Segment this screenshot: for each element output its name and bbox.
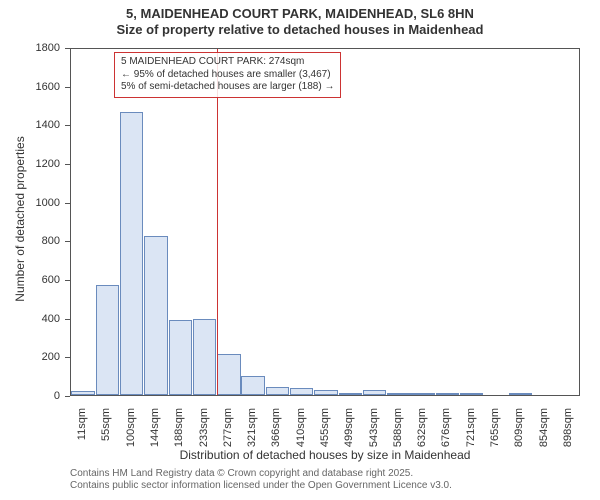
annotation-box: 5 MAIDENHEAD COURT PARK: 274sqm← 95% of …: [114, 52, 341, 98]
y-tick-label: 1600: [0, 81, 60, 93]
y-tick-label: 400: [0, 313, 60, 325]
y-tick-mark: [65, 396, 70, 397]
annotation-line-3: 5% of semi-detached houses are larger (1…: [121, 81, 334, 94]
plot-area: [70, 48, 580, 396]
y-tick-mark: [65, 48, 70, 49]
footer-line-1: Contains HM Land Registry data © Crown c…: [70, 468, 452, 480]
x-tick-label: 499sqm: [343, 408, 355, 458]
footer-line-2: Contains public sector information licen…: [70, 480, 452, 492]
x-tick-label: 543sqm: [368, 408, 380, 458]
histogram-bar: [193, 319, 216, 395]
histogram-bar: [144, 236, 167, 395]
x-tick-label: 765sqm: [489, 408, 501, 458]
histogram-bar: [290, 388, 313, 395]
histogram-bar: [120, 112, 143, 395]
histogram-bar: [217, 354, 240, 395]
titles-block: 5, MAIDENHEAD COURT PARK, MAIDENHEAD, SL…: [0, 6, 600, 37]
x-tick-label: 144sqm: [149, 408, 161, 458]
y-tick-label: 1200: [0, 158, 60, 170]
chart-container: 5, MAIDENHEAD COURT PARK, MAIDENHEAD, SL…: [0, 0, 600, 500]
histogram-bar: [169, 320, 192, 395]
x-tick-label: 676sqm: [440, 408, 452, 458]
histogram-bar: [436, 393, 459, 395]
y-tick-mark: [65, 357, 70, 358]
x-tick-label: 366sqm: [270, 408, 282, 458]
y-tick-mark: [65, 280, 70, 281]
x-tick-label: 854sqm: [538, 408, 550, 458]
histogram-bar: [411, 393, 434, 395]
histogram-bar: [71, 391, 94, 395]
x-tick-label: 233sqm: [198, 408, 210, 458]
y-tick-label: 1000: [0, 197, 60, 209]
reference-vline: [217, 49, 218, 395]
histogram-bar: [509, 393, 532, 395]
histogram-bar: [314, 390, 337, 395]
histogram-bar: [339, 393, 362, 395]
histogram-bar: [363, 390, 386, 395]
x-tick-label: 55sqm: [100, 408, 112, 458]
y-tick-label: 600: [0, 274, 60, 286]
y-tick-label: 1400: [0, 119, 60, 131]
y-tick-mark: [65, 125, 70, 126]
histogram-bar: [387, 393, 410, 395]
x-tick-label: 410sqm: [295, 408, 307, 458]
y-tick-label: 0: [0, 390, 60, 402]
x-tick-label: 632sqm: [416, 408, 428, 458]
x-tick-label: 188sqm: [173, 408, 185, 458]
annotation-line-2: ← 95% of detached houses are smaller (3,…: [121, 69, 334, 82]
x-tick-label: 809sqm: [513, 408, 525, 458]
histogram-bar: [96, 285, 119, 395]
title-sub: Size of property relative to detached ho…: [0, 22, 600, 38]
x-tick-label: 588sqm: [392, 408, 404, 458]
x-tick-label: 100sqm: [125, 408, 137, 458]
y-tick-mark: [65, 87, 70, 88]
y-tick-mark: [65, 319, 70, 320]
histogram-bar: [241, 376, 264, 395]
histogram-bar: [266, 387, 289, 395]
y-axis-label: Number of detached properties: [13, 109, 27, 329]
x-tick-label: 898sqm: [562, 408, 574, 458]
y-tick-label: 1800: [0, 42, 60, 54]
x-tick-label: 277sqm: [222, 408, 234, 458]
x-tick-label: 455sqm: [319, 408, 331, 458]
x-tick-label: 321sqm: [246, 408, 258, 458]
y-tick-mark: [65, 203, 70, 204]
y-tick-label: 200: [0, 351, 60, 363]
y-tick-mark: [65, 164, 70, 165]
annotation-line-1: 5 MAIDENHEAD COURT PARK: 274sqm: [121, 56, 334, 69]
y-tick-label: 800: [0, 235, 60, 247]
x-tick-label: 11sqm: [76, 408, 88, 458]
histogram-bar: [460, 393, 483, 395]
x-tick-label: 721sqm: [465, 408, 477, 458]
attribution-footer: Contains HM Land Registry data © Crown c…: [70, 468, 452, 492]
y-tick-mark: [65, 241, 70, 242]
title-main: 5, MAIDENHEAD COURT PARK, MAIDENHEAD, SL…: [0, 6, 600, 22]
